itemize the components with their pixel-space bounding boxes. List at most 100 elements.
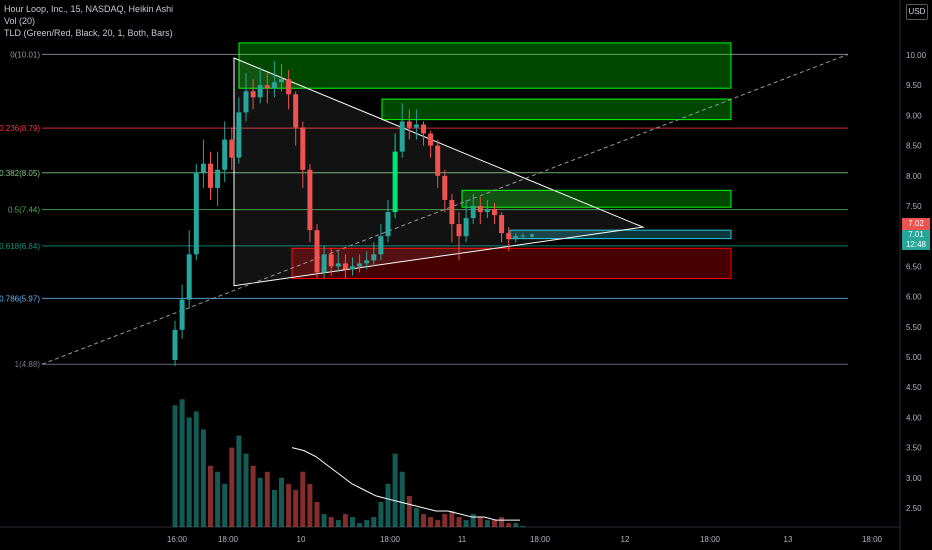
volume-bar xyxy=(413,508,419,527)
candle-body xyxy=(513,236,519,240)
candle-body xyxy=(307,169,313,231)
volume-bar xyxy=(435,520,441,527)
fib-level-label: 0.618(6.84) xyxy=(0,242,40,251)
candle-body xyxy=(357,263,363,267)
volume-bar xyxy=(428,517,434,527)
candle-body xyxy=(215,169,221,188)
candle-body xyxy=(492,209,497,216)
y-tick-label: 10.00 xyxy=(906,51,927,60)
candle-body xyxy=(371,254,377,261)
candle-body xyxy=(463,218,469,237)
y-tick-label: 5.00 xyxy=(906,353,922,362)
volume-bar xyxy=(179,399,185,527)
y-tick-label: 2.50 xyxy=(906,504,922,513)
supply-zone-top xyxy=(238,42,732,89)
y-tick-label: 7.50 xyxy=(906,202,922,211)
candle-body xyxy=(442,175,448,200)
chart-legend: Hour Loop, Inc., 15, NASDAQ, Heikin Ashi… xyxy=(4,3,173,39)
x-tick-label: 13 xyxy=(784,535,793,544)
candle-body xyxy=(364,260,370,264)
fib-level-label: 0.5(7.44) xyxy=(8,206,40,215)
candle-body xyxy=(328,254,334,267)
candle-body xyxy=(293,94,299,128)
volume-bar xyxy=(293,489,299,527)
volume-bar xyxy=(364,520,370,527)
volume-bar xyxy=(321,514,327,527)
volume-bar xyxy=(215,471,221,527)
volume-bar xyxy=(520,526,526,528)
volume-bar xyxy=(335,520,341,527)
demand-zone xyxy=(291,247,732,279)
candle-body xyxy=(236,112,242,158)
volume-bar xyxy=(257,477,263,527)
volume-bar xyxy=(506,523,512,527)
volume-bar xyxy=(264,471,270,527)
y-tick-label: 6.50 xyxy=(906,262,922,271)
candle-body xyxy=(413,124,419,128)
candle-body xyxy=(314,230,320,273)
candle-body xyxy=(179,299,185,330)
candle-body xyxy=(406,121,412,128)
y-tick-label: 3.00 xyxy=(906,474,922,483)
candle-body xyxy=(264,85,270,89)
fib-level-label: 0.236(8.79) xyxy=(0,124,40,133)
volume-bar xyxy=(484,520,490,527)
candle-body xyxy=(428,133,434,146)
fib-level-label: 1(4.88) xyxy=(15,360,41,369)
y-tick-label: 5.50 xyxy=(906,323,922,332)
y-tick-label: 9.50 xyxy=(906,81,922,90)
volume-bar xyxy=(371,517,377,527)
volume-bar xyxy=(172,405,178,527)
candle-body xyxy=(257,85,263,98)
volume-bar xyxy=(449,511,455,527)
volume-bar xyxy=(193,411,199,527)
volume-bar xyxy=(229,447,235,527)
tld-indicator-label[interactable]: TLD (Green/Red, Black, 20, 1, Both, Bars… xyxy=(4,28,173,38)
x-tick-label: 16:00 xyxy=(167,535,188,544)
volume-bar xyxy=(513,523,519,527)
volume-bar xyxy=(300,471,306,527)
y-tick-label: 4.00 xyxy=(906,413,922,422)
candle-body xyxy=(392,151,398,213)
volume-bar xyxy=(271,489,277,527)
volume-bar xyxy=(328,517,334,527)
volume-bar xyxy=(470,514,476,527)
symbol-title[interactable]: Hour Loop, Inc., 15, NASDAQ, Heikin Ashi xyxy=(4,4,174,14)
volume-indicator-label[interactable]: Vol (20) xyxy=(4,16,36,26)
candle-body xyxy=(335,263,341,267)
volume-bar xyxy=(236,435,242,527)
candle-body xyxy=(200,163,206,173)
candle-body xyxy=(172,329,178,361)
volume-bar xyxy=(279,477,284,527)
candle-body xyxy=(321,254,327,273)
candle-body xyxy=(193,172,199,255)
last-price-text: 7.02 xyxy=(908,219,924,228)
volume-bar xyxy=(314,501,320,527)
ha-price-text: 7.01 xyxy=(908,230,924,239)
x-tick-label: 18:00 xyxy=(862,535,883,544)
candle-body xyxy=(470,206,476,219)
candle-body xyxy=(222,139,228,170)
x-tick-label: 18:00 xyxy=(218,535,239,544)
candle-body xyxy=(506,233,512,240)
y-tick-label: 6.00 xyxy=(906,293,922,302)
y-tick-label: 8.50 xyxy=(906,142,922,151)
volume-bar xyxy=(442,514,448,527)
candle-body xyxy=(271,82,277,89)
candle-body xyxy=(186,254,192,300)
ha-price-badge: 7.01 12:48 xyxy=(902,230,930,250)
candle-body xyxy=(378,236,384,255)
candle-body xyxy=(279,79,284,83)
volume-bar xyxy=(421,514,426,527)
y-tick-label: 4.50 xyxy=(906,383,922,392)
volume-bar xyxy=(492,520,497,527)
candle-body xyxy=(342,263,348,270)
volume-bar xyxy=(406,495,412,527)
supply-zone-mid xyxy=(461,189,732,208)
volume-bar xyxy=(208,465,213,527)
fib-level-label: 0(10.01) xyxy=(10,50,40,59)
currency-selector[interactable]: USD xyxy=(906,4,928,20)
volume-bar xyxy=(463,520,469,527)
candle-body xyxy=(499,215,505,234)
